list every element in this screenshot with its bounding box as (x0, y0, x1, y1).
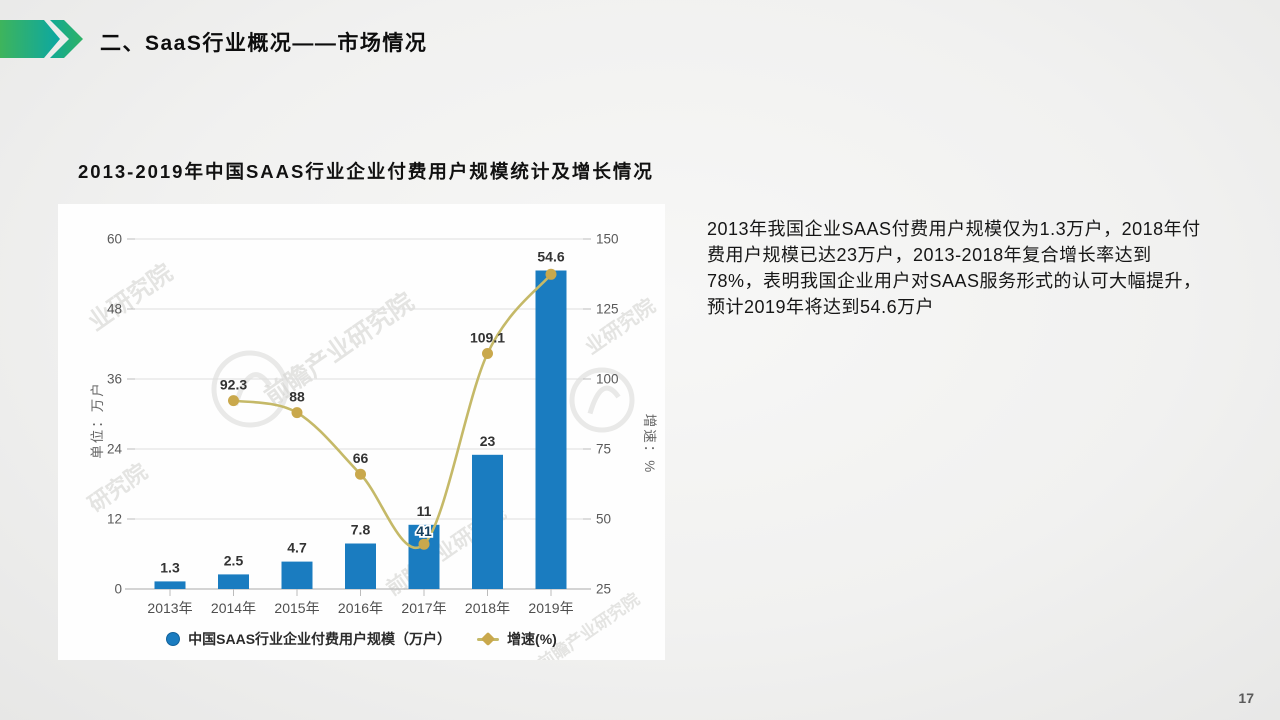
x-tick-label: 2014年 (211, 600, 256, 616)
legend-item-growth: 增速(%) (477, 629, 557, 649)
x-tick-label: 2015年 (274, 600, 319, 616)
left-tick-label: 60 (107, 232, 122, 247)
line-value-label: 109.1 (470, 330, 505, 346)
legend-label-users: 中国SAAS行业企业付费用户规模（万户） (188, 631, 452, 647)
bar-value-label: 54.6 (537, 249, 564, 265)
watermark-text: 前瞻产业研究院 (259, 287, 419, 411)
line-value-label: 92.3 (220, 377, 247, 393)
line-marker (291, 407, 303, 419)
right-tick-label: 50 (596, 512, 611, 527)
bar (535, 270, 567, 589)
chart-panel: 业研究院 前瞻产业研究院 研究院 前瞻产业研究院 业研究院 前瞻产业研究院 0 12 24 36 4… (58, 204, 665, 660)
watermark-logo-icon (211, 350, 289, 428)
right-tick-label: 100 (596, 372, 619, 387)
watermark-logo-icon (569, 367, 635, 433)
chart-legend: 中国SAAS行业企业付费用户规模（万户） 增速(%) (58, 629, 665, 649)
left-tick-label: 36 (107, 372, 122, 387)
bar (154, 581, 186, 589)
left-axis-title: 单位：万户 (90, 381, 105, 459)
legend-label-growth: 增速(%) (507, 631, 557, 647)
legend-item-users: 中国SAAS行业企业付费用户规模（万户） (166, 629, 451, 649)
bar-value-label: 4.7 (287, 540, 307, 556)
left-tick-label: 48 (107, 302, 122, 317)
line-value-label: 88 (289, 389, 305, 405)
watermark-logo-icon (587, 385, 621, 415)
bar-value-label: 7.8 (351, 522, 371, 538)
left-tick-label: 12 (107, 512, 122, 527)
bar (472, 454, 503, 589)
bar-value-label: 1.3 (160, 559, 180, 575)
right-axis-title: 增速：% (642, 413, 657, 475)
x-tick-label: 2016年 (338, 600, 383, 616)
watermark-text: 业研究院 (580, 293, 659, 359)
saas-users-chart: 业研究院 前瞻产业研究院研究院前瞻产业研究院业研究院前瞻产业研究院01224364… (83, 232, 660, 661)
line-marker (545, 268, 557, 280)
page-number: 17 (1238, 690, 1254, 706)
x-tick-label: 2013年 (147, 600, 192, 616)
right-tick-label: 75 (596, 442, 611, 457)
line-value-label: 66 (353, 450, 369, 466)
line-series-marker-icon (477, 631, 500, 647)
right-tick-label: 25 (596, 582, 611, 597)
bar-value-label: 2.5 (224, 552, 244, 568)
bar-series-marker-icon (166, 632, 181, 646)
line-marker (355, 468, 366, 480)
chart-heading: 2013-2019年中国SAAS行业企业付费用户规模统计及增长情况 (78, 161, 654, 182)
left-tick-label: 24 (107, 442, 123, 457)
x-tick-label: 2018年 (465, 600, 510, 616)
line-marker (418, 538, 430, 550)
watermark-text: 研究院 (83, 459, 151, 517)
line-marker (228, 395, 239, 407)
bar-value-label: 23 (480, 433, 496, 449)
page-title: 二、SaaS行业概况——市场情况 (100, 32, 428, 55)
bar (281, 561, 313, 589)
watermark-logo-icon (233, 372, 272, 406)
watermark-text: 业研究院 (83, 258, 178, 336)
right-tick-label: 125 (596, 302, 619, 317)
left-tick-label: 0 (114, 582, 122, 597)
right-tick-label: 150 (596, 232, 619, 247)
header-arrow-icon (0, 20, 83, 58)
bar-value-label: 11 (417, 503, 432, 519)
line-value-label: 41 (416, 523, 432, 539)
x-tick-label: 2019年 (528, 600, 573, 616)
bar (345, 543, 376, 589)
x-tick-label: 2017年 (401, 600, 446, 616)
line-marker (482, 348, 493, 359)
bar (218, 574, 249, 589)
commentary-text: 2013年我国企业SAAS付费用户规模仅为1.3万户，2018年付费用户规模已达… (707, 219, 1202, 317)
bar (408, 524, 440, 589)
